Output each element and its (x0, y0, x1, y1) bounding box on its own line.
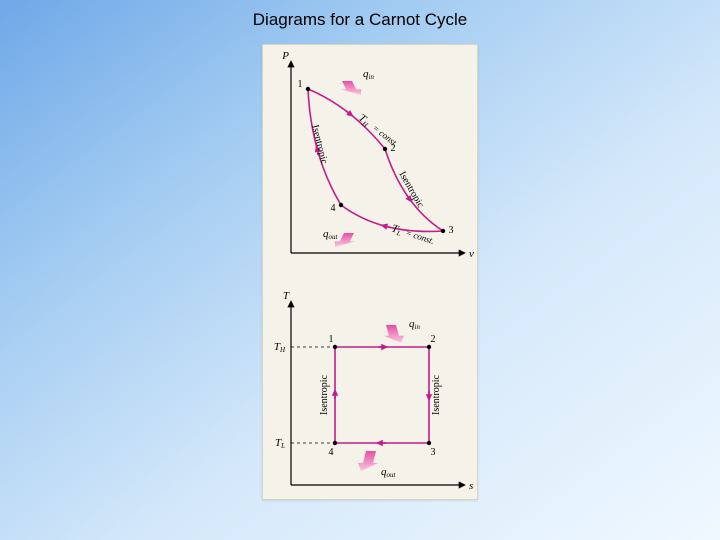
svg-text:Isentropic: Isentropic (431, 374, 442, 415)
svg-text:Isentropic: Isentropic (319, 374, 330, 415)
svg-text:s: s (469, 480, 473, 492)
page-title: Diagrams for a Carnot Cycle (0, 0, 720, 30)
svg-text:1: 1 (329, 334, 334, 345)
svg-text:qin: qin (363, 68, 374, 81)
svg-text:qin: qin (409, 318, 420, 331)
svg-text:1: 1 (298, 79, 303, 90)
svg-text:T: T (283, 290, 290, 302)
svg-text:P: P (281, 50, 289, 62)
svg-text:3: 3 (431, 447, 436, 458)
svg-text:qout: qout (381, 466, 397, 479)
svg-text:TH: TH (356, 112, 374, 130)
svg-text:2: 2 (431, 334, 436, 345)
svg-text:TL: TL (390, 222, 404, 237)
svg-text:v: v (469, 248, 474, 260)
svg-text:TH: TH (274, 341, 286, 354)
svg-text:TL: TL (275, 437, 285, 450)
svg-text:= const.: = const. (404, 227, 435, 246)
svg-text:4: 4 (331, 203, 336, 214)
carnot-figure: PvTH= const.IsentropicTL= const.Isentrop… (262, 44, 478, 500)
svg-text:4: 4 (329, 447, 334, 458)
svg-text:3: 3 (449, 225, 454, 236)
svg-text:2: 2 (391, 143, 396, 154)
svg-text:qout: qout (323, 228, 339, 241)
svg-text:Isentropic: Isentropic (396, 170, 426, 211)
svg-text:Isentropic: Isentropic (309, 124, 329, 166)
svg-text:= const.: = const. (371, 123, 400, 149)
carnot-svg: PvTH= const.IsentropicTL= const.Isentrop… (263, 45, 479, 501)
